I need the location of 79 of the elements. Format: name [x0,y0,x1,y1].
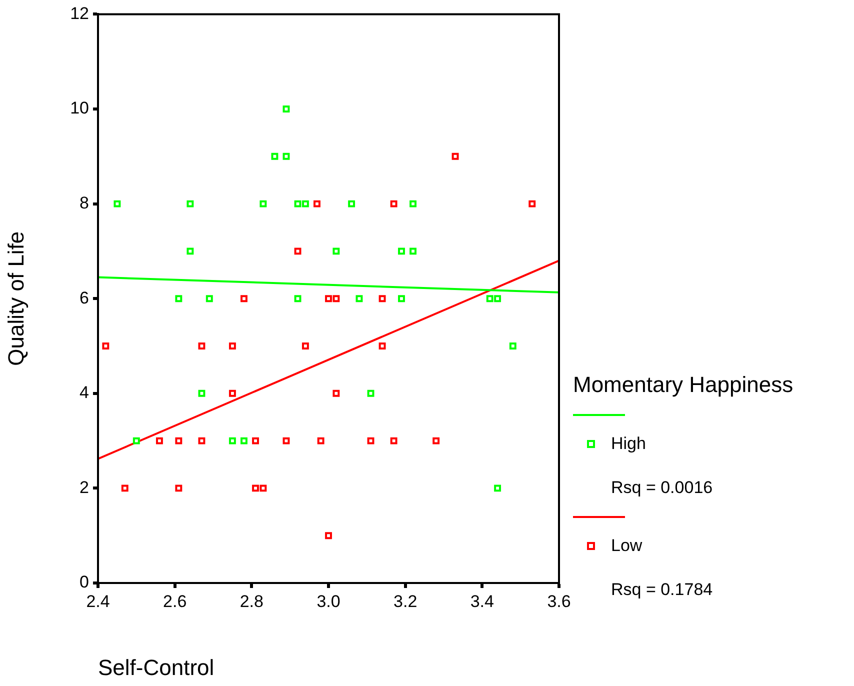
y-tick-label: 6 [80,288,89,308]
point [175,295,182,302]
point [390,437,398,444]
y-tick-label: 4 [80,383,89,402]
x-tick-label: 3.0 [316,592,340,611]
point [198,390,206,397]
point [302,200,309,208]
point [410,248,416,255]
point [410,200,416,208]
point [102,342,110,350]
point [294,200,302,208]
point [452,152,459,160]
point [198,342,206,350]
point [252,437,259,444]
point [271,152,278,160]
point [494,295,502,302]
point [509,342,516,350]
point [228,390,236,397]
legend-label: Low [611,536,642,556]
point [282,152,290,160]
point [317,437,324,444]
x-tick-label: 2.6 [163,592,187,611]
point [294,295,302,302]
point [240,295,248,302]
point [206,295,213,302]
point [186,248,194,255]
point [367,437,374,444]
point [294,248,302,255]
point [260,200,267,208]
point [282,106,290,112]
y-axis-title: Quality of Life [3,231,28,366]
point [186,200,194,208]
point [367,390,374,397]
point [132,437,140,444]
point [332,390,340,397]
x-tick-label: 2.8 [240,592,264,611]
legend-title: Momentary Happiness [573,372,794,398]
point [252,484,259,492]
point [398,248,405,255]
point [348,200,356,208]
point [260,484,267,492]
x-axis-title: Self-Control [98,654,214,680]
x-tick-label: 3.2 [394,592,418,611]
x-tick-label: 3.4 [470,592,494,611]
point [121,484,128,492]
point [175,484,182,492]
point [332,248,340,255]
point [378,342,386,350]
point [332,295,340,302]
point [325,295,332,302]
point [494,484,502,492]
point [432,437,440,444]
y-tick-label: 8 [80,193,89,212]
y-tick-label: 10 [70,98,89,118]
text: Rsq = 0.1784 [611,580,713,600]
text: Rsq = 0.0016 [611,478,713,498]
point [325,532,332,540]
point [156,437,163,444]
point [240,437,248,444]
point [398,295,405,302]
point [175,437,182,444]
y-tick-label: 12 [70,4,89,23]
point [314,200,320,208]
x-tick-label: 3.6 [547,592,571,611]
y-tick-label: 2 [80,478,89,497]
point [486,295,494,302]
point [282,437,290,444]
x-tick-label: 2.4 [86,592,110,611]
point [228,437,236,444]
legend-label: High [611,434,646,454]
point [228,342,236,350]
point [390,200,398,208]
point [356,295,363,302]
point [198,437,206,444]
y-tick-label: 0 [80,572,89,592]
point [378,295,386,302]
point [114,200,121,208]
point [302,342,309,350]
point [528,200,536,208]
